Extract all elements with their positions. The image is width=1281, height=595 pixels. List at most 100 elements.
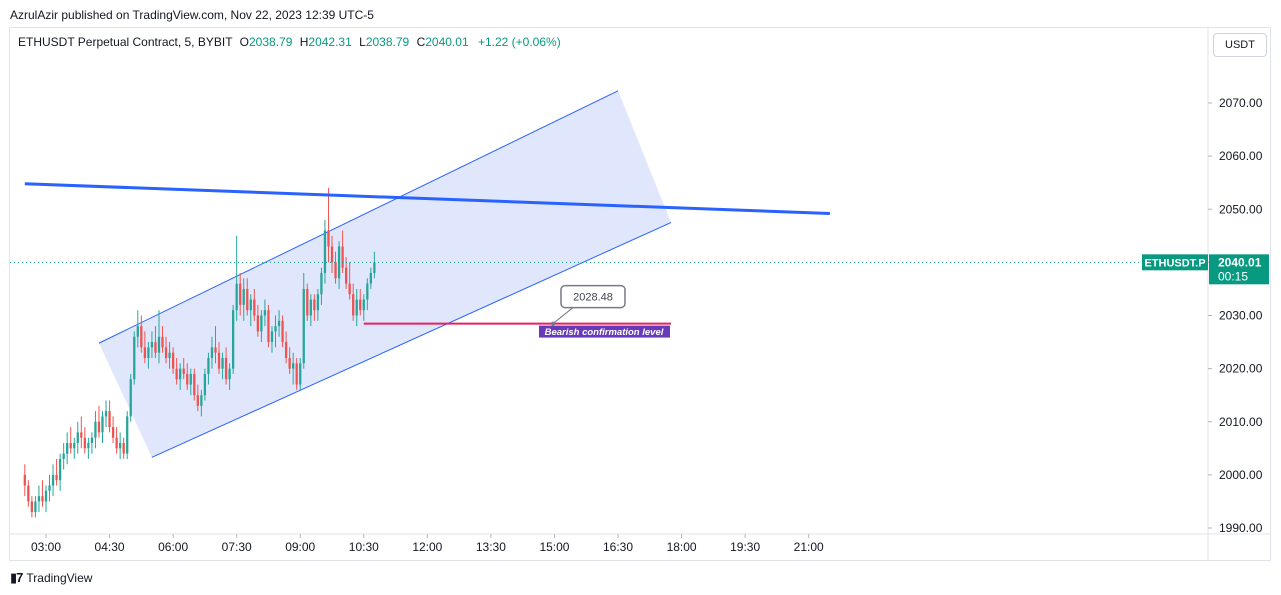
candle xyxy=(150,331,154,358)
currency-button[interactable]: USDT xyxy=(1213,33,1267,57)
candle-body xyxy=(27,485,30,502)
candle xyxy=(108,400,111,433)
candle-body xyxy=(175,368,178,380)
bearish-label-text: Bearish confirmation level xyxy=(545,327,664,338)
candle-body xyxy=(302,288,305,364)
candle-body xyxy=(44,490,48,502)
candle xyxy=(83,427,86,454)
candle-body xyxy=(224,358,228,380)
candle-body xyxy=(270,331,274,343)
candle xyxy=(348,262,351,300)
candle-body xyxy=(366,283,369,300)
candle-body xyxy=(337,246,341,279)
horizontal-trend-line xyxy=(24,182,830,215)
candle-body xyxy=(352,294,355,316)
candle xyxy=(48,474,51,502)
candle xyxy=(147,342,150,369)
candle-body xyxy=(97,421,101,433)
time-tick-label: 09:00 xyxy=(285,540,315,554)
time-tick-label: 19:30 xyxy=(730,540,760,554)
candle-body xyxy=(140,326,143,348)
candle-body xyxy=(200,395,203,406)
time-tick-label: 07:30 xyxy=(222,540,252,554)
channel-upper-line xyxy=(98,90,619,344)
price-tick-label: 2020.00 xyxy=(1219,362,1263,376)
candle-body xyxy=(51,474,55,486)
candle-body xyxy=(161,336,164,348)
candle-body xyxy=(323,230,327,273)
candle-body xyxy=(171,352,175,369)
candle xyxy=(313,294,316,321)
candle xyxy=(136,310,139,348)
candle-body xyxy=(104,411,108,417)
candle-body xyxy=(129,379,132,417)
open-label: O xyxy=(239,35,249,49)
candle xyxy=(366,278,369,311)
bearish-label-box xyxy=(538,325,670,338)
candle xyxy=(210,336,214,369)
candle-body xyxy=(62,453,65,459)
symbol-title[interactable]: ETHUSDT Perpetual Contract, 5, BYBIT xyxy=(18,35,233,49)
candle-body xyxy=(154,342,157,353)
candle-body xyxy=(214,347,217,353)
candle xyxy=(41,480,44,507)
candle xyxy=(260,310,263,343)
candle-body xyxy=(48,485,51,491)
candle xyxy=(115,427,118,454)
candle xyxy=(154,326,157,358)
candle xyxy=(316,288,320,321)
high-value: 2042.31 xyxy=(308,35,352,49)
candle xyxy=(196,384,199,412)
candle-body xyxy=(299,363,302,385)
candle-body xyxy=(37,496,41,502)
candle-body xyxy=(274,326,277,332)
candle xyxy=(334,251,337,284)
candle-body xyxy=(239,283,242,305)
price-callout-pointer xyxy=(552,307,574,324)
candle-body xyxy=(341,246,344,268)
candle xyxy=(309,294,312,327)
candle-body xyxy=(235,283,238,311)
candle xyxy=(341,230,344,273)
candle-body xyxy=(34,501,37,513)
candle-body xyxy=(253,299,256,316)
candle-body xyxy=(150,342,154,348)
candle xyxy=(292,352,295,385)
candle xyxy=(30,496,34,518)
candle xyxy=(58,453,62,491)
candle-body xyxy=(260,315,263,332)
time-tick-label: 10:30 xyxy=(349,540,379,554)
candle xyxy=(193,368,196,401)
trend-line-group xyxy=(24,182,830,215)
price-tick-label: 2010.00 xyxy=(1219,415,1263,429)
candle xyxy=(263,299,267,327)
candle xyxy=(249,294,252,327)
candle xyxy=(239,273,242,316)
candle-body xyxy=(168,352,171,358)
candle-body xyxy=(83,437,86,449)
price-callout-text: 2028.48 xyxy=(573,292,613,304)
candle-body xyxy=(76,432,79,443)
candle xyxy=(34,496,37,518)
candle-body xyxy=(143,347,147,358)
channel-fill xyxy=(98,90,671,458)
chart-frame[interactable] xyxy=(9,27,1271,561)
candle-body xyxy=(122,443,125,454)
candle-body xyxy=(101,416,104,433)
open-value: 2038.79 xyxy=(249,35,293,49)
candle xyxy=(369,267,372,289)
candle xyxy=(337,241,341,289)
bearish-level-group: Bearish confirmation level 2028.48 xyxy=(363,284,671,338)
candle-body xyxy=(58,458,62,481)
candle-body xyxy=(136,326,139,337)
candle xyxy=(235,235,238,321)
candle xyxy=(37,485,41,513)
footer-brand[interactable]: ▮7 TradingView xyxy=(10,570,92,586)
candle-body xyxy=(179,368,182,380)
candle-body xyxy=(228,368,231,380)
candle-body xyxy=(115,437,118,449)
candle-body xyxy=(369,273,372,284)
candle-body xyxy=(284,342,288,358)
candle-body xyxy=(217,352,221,369)
